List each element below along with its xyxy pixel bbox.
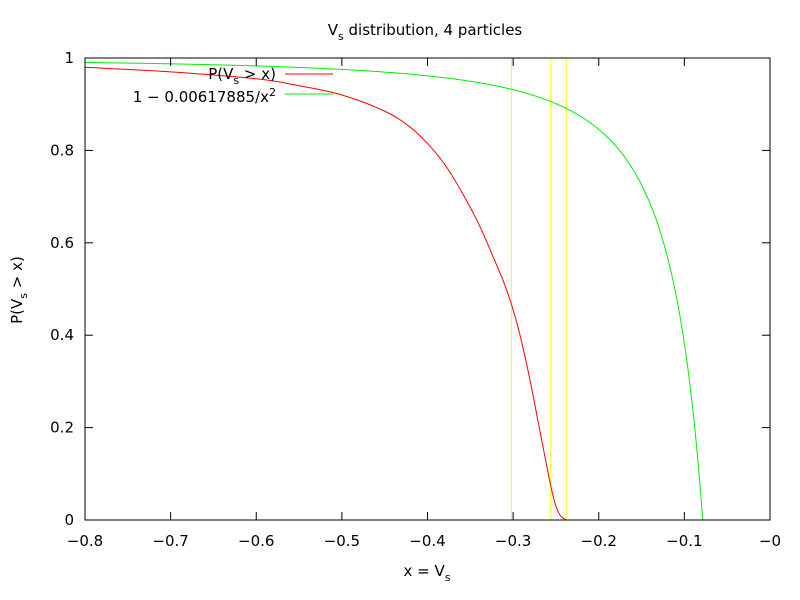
legend: P(Vs > x) 1 − 0.00617885/x2 <box>133 65 333 106</box>
x-tick-label: −0.5 <box>324 532 360 550</box>
y-tick-label: 0 <box>64 511 74 529</box>
x-tick-label: −0.2 <box>581 532 617 550</box>
x-tick-label: −0.8 <box>67 532 103 550</box>
x-tick-label: −0.7 <box>152 532 188 550</box>
x-tick-label: −0.6 <box>238 532 274 550</box>
x-tick-label: −0.4 <box>409 532 445 550</box>
y-tick-label: 0.6 <box>50 234 74 252</box>
x-tick-label: −0.3 <box>495 532 531 550</box>
x-tick-label: −0 <box>759 532 781 550</box>
y-tick-label: 0.2 <box>50 419 74 437</box>
series-formula-line <box>84 61 704 521</box>
x-tick-label: −0.1 <box>666 532 702 550</box>
y-tick-label: 0.8 <box>50 141 74 159</box>
y-tick-label: 0.4 <box>50 326 74 344</box>
x-axis-label: x = Vs <box>404 562 451 584</box>
y-tick-label: 1 <box>64 49 74 67</box>
vertical-markers <box>510 58 567 520</box>
y-axis-label: P(Vs > x) <box>8 256 30 324</box>
axis-ticks: −0.8 −0.7 −0.6 −0.5 −0.4 −0.3 −0.2 −0.1 −0 0 0.2 0.… <box>50 49 781 550</box>
series-lines <box>84 61 704 521</box>
plot-frame <box>84 57 771 521</box>
legend-label-empirical: P(Vs > x) <box>208 65 276 87</box>
chart-title: Vs distribution, 4 particles <box>328 21 523 43</box>
series-empirical-line <box>84 66 567 521</box>
legend-label-formula: 1 − 0.00617885/x2 <box>133 86 276 106</box>
